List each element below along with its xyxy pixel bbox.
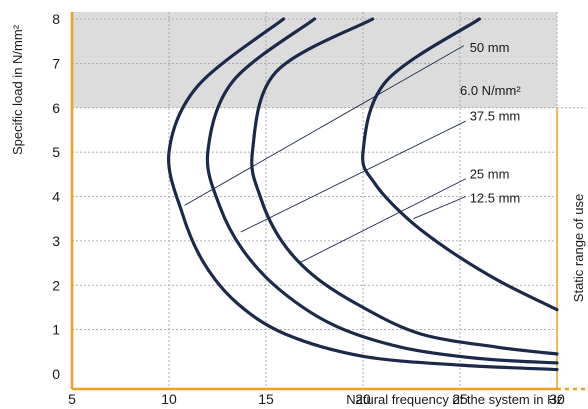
y-tick-label: 4 bbox=[52, 189, 60, 205]
annotation-label-50-mm: 50 mm bbox=[470, 40, 510, 55]
x-axis-title: Natural frequency of the system in Hz bbox=[346, 392, 563, 407]
annotation-leader-12-5-mm bbox=[413, 196, 466, 220]
annotation-label-6-0-n-mm-: 6.0 N/mm² bbox=[460, 83, 521, 98]
x-tick-label: 5 bbox=[68, 391, 76, 407]
annotation-leader-50-mm bbox=[184, 45, 465, 206]
y-tick-label: 1 bbox=[52, 322, 60, 338]
x-tick-label: 15 bbox=[258, 391, 274, 407]
series-lines bbox=[166, 17, 559, 372]
annotation-leader-25-mm bbox=[298, 178, 467, 264]
x-tick-label: 20 bbox=[355, 391, 371, 407]
x-tick-label: 30 bbox=[549, 391, 565, 407]
x-tick-label: 25 bbox=[452, 391, 468, 407]
y-tick-label: 8 bbox=[52, 11, 60, 27]
annotation-label-25-mm: 25 mm bbox=[470, 166, 510, 181]
annotation-label-12-5-mm: 12.5 mm bbox=[470, 191, 521, 206]
x-tick-label: 10 bbox=[161, 391, 177, 407]
plot-shaded-region bbox=[72, 12, 557, 108]
series-line-37-5-mm bbox=[205, 17, 559, 365]
y-tick-label: 5 bbox=[52, 144, 60, 160]
y-axis-title: Specific load in N/mm² bbox=[10, 24, 25, 155]
tick-labels: 0 1 2 3 4 5 6 7 8 5 10 15 20 25 30 bbox=[52, 11, 565, 407]
y-tick-label: 0 bbox=[52, 366, 60, 382]
axes bbox=[70, 12, 586, 391]
series-line-50-mm bbox=[166, 17, 559, 372]
annotation-label-37-5-mm: 37.5 mm bbox=[470, 109, 521, 124]
y-tick-label: 2 bbox=[52, 277, 60, 293]
y-tick-label: 6 bbox=[52, 100, 60, 116]
right-side-label: Static range of use bbox=[571, 194, 586, 302]
series-line-12-5-mm bbox=[361, 17, 559, 312]
y-tick-label: 3 bbox=[52, 233, 60, 249]
annotations: 50 mm 37.5 mm 25 mm 12.5 mm 6.0 N/mm² bbox=[184, 40, 521, 264]
series-line-25-mm bbox=[250, 17, 559, 356]
y-tick-label: 7 bbox=[52, 55, 60, 71]
annotation-leader-37-5-mm bbox=[240, 120, 467, 233]
